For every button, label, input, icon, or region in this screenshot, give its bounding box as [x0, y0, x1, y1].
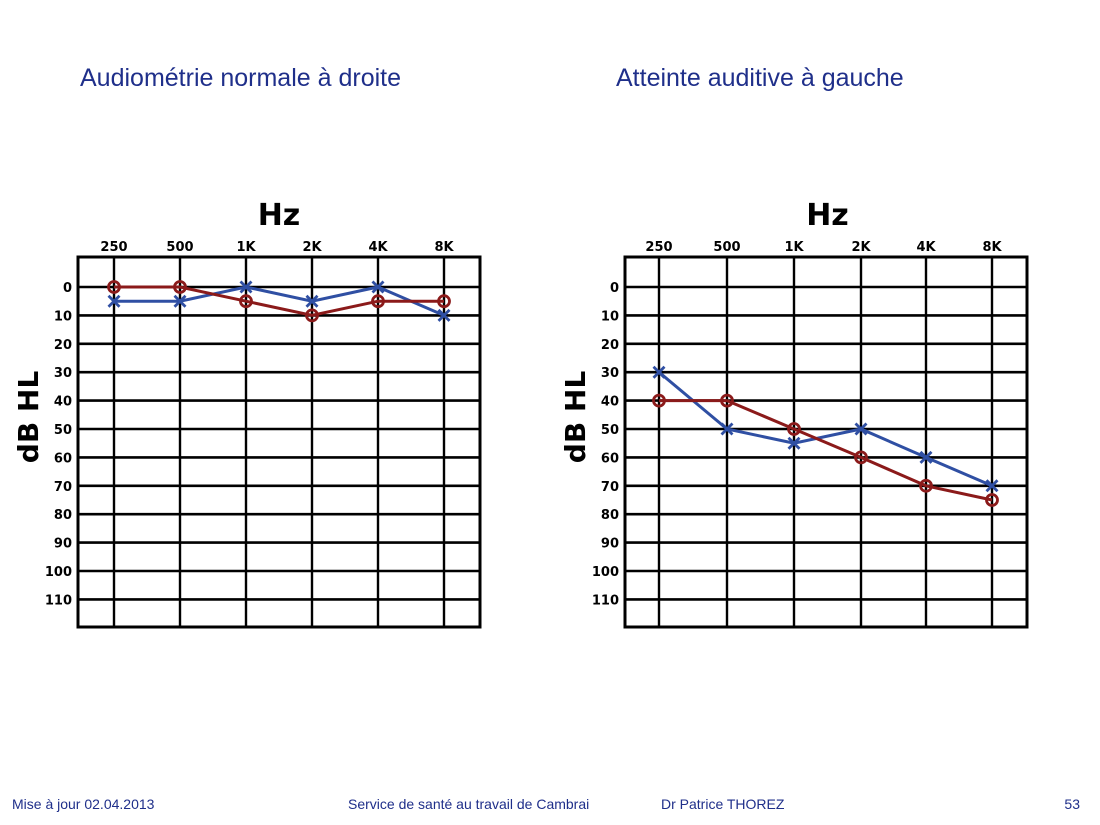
x-tick-label: 250 — [645, 240, 672, 255]
y-tick-label: 10 — [601, 309, 619, 324]
y-tick-label: 50 — [54, 423, 72, 438]
data-point-circle — [652, 393, 666, 408]
x-axis-label: Hz — [258, 198, 301, 233]
data-point-cross — [305, 294, 319, 308]
y-tick-label: 100 — [592, 565, 619, 580]
y-tick-label: 70 — [54, 480, 72, 495]
y-tick-label: 100 — [45, 565, 72, 580]
y-axis-label: dB HL — [559, 371, 592, 464]
y-tick-label: 40 — [601, 395, 619, 410]
chart-frame — [623, 255, 1029, 629]
data-point-cross — [239, 280, 253, 294]
y-tick-label: 110 — [592, 593, 619, 608]
right-chart-title: Atteinte auditive à gauche — [616, 64, 904, 92]
data-point-circle — [787, 422, 801, 436]
audiogram-right-ear: 250 500 1K 2K 4K 8K 0 10 20 30 40 50 60 70 80 90 100 110 H… — [12, 198, 482, 629]
data-point-cross — [437, 308, 451, 322]
data-point-circle — [854, 450, 868, 465]
data-point-circle — [720, 393, 734, 408]
page-number: 53 — [1064, 796, 1080, 812]
data-point-circle — [107, 280, 121, 294]
data-point-circle — [239, 294, 253, 309]
y-tick-label: 80 — [601, 508, 619, 523]
x-tick-label: 500 — [166, 240, 193, 255]
series-line-x — [114, 285, 445, 317]
y-tick-label: 90 — [54, 537, 72, 552]
y-tick-label: 90 — [601, 537, 619, 552]
x-tick-label: 500 — [713, 240, 740, 255]
data-point-cross — [173, 294, 187, 308]
chart-frame — [76, 255, 482, 629]
x-tick-label: 1K — [236, 240, 256, 255]
footer-author: Dr Patrice THOREZ — [661, 796, 785, 812]
y-tick-label: 30 — [54, 366, 72, 381]
footer-date: Mise à jour 02.04.2013 — [12, 796, 155, 812]
footer-service: Service de santé au travail de Cambrai — [348, 796, 590, 812]
x-tick-label: 8K — [982, 240, 1002, 255]
audiogram-left-ear: 250 500 1K 2K 4K 8K 0 10 20 30 40 50 60 70 80 90 100 110 H… — [559, 198, 1029, 629]
y-tick-label: 30 — [601, 366, 619, 381]
x-tick-label: 2K — [851, 240, 871, 255]
data-point-circle — [305, 308, 319, 323]
x-axis-label: Hz — [806, 198, 849, 233]
y-axis-label: dB HL — [12, 371, 45, 464]
data-point-cross — [371, 280, 385, 294]
x-tick-label: 4K — [368, 240, 388, 255]
series-line-o — [114, 285, 444, 317]
data-point-cross — [854, 422, 868, 436]
data-point-circle — [919, 478, 933, 493]
x-tick-label: 2K — [302, 240, 322, 255]
y-tick-label: 60 — [601, 451, 619, 466]
y-tick-label: 0 — [610, 281, 619, 296]
x-tick-label: 250 — [100, 240, 127, 255]
data-point-cross — [720, 422, 734, 436]
y-tick-label: 0 — [63, 281, 72, 296]
y-tick-label: 10 — [54, 309, 72, 324]
data-point-circle — [985, 493, 999, 507]
y-tick-label: 80 — [54, 508, 72, 523]
y-tick-label: 110 — [45, 593, 72, 608]
x-tick-label: 4K — [916, 240, 936, 255]
series-line-x — [658, 371, 993, 488]
data-point-cross — [107, 294, 121, 308]
y-tick-label: 60 — [54, 451, 72, 466]
x-tick-label: 8K — [434, 240, 454, 255]
data-point-cross — [652, 365, 666, 379]
data-point-cross — [985, 479, 999, 493]
y-tick-label: 20 — [601, 338, 619, 353]
series-line-o — [659, 399, 993, 502]
y-tick-label: 70 — [601, 480, 619, 495]
left-chart-title: Audiométrie normale à droite — [80, 64, 401, 92]
y-tick-label: 20 — [54, 338, 72, 353]
data-point-circle — [371, 294, 385, 309]
data-point-cross — [919, 450, 933, 464]
data-point-circle — [437, 294, 451, 309]
y-tick-label: 40 — [54, 395, 72, 410]
y-tick-label: 50 — [601, 423, 619, 438]
x-tick-label: 1K — [784, 240, 804, 255]
data-point-cross — [787, 436, 801, 450]
data-point-circle — [173, 280, 187, 294]
